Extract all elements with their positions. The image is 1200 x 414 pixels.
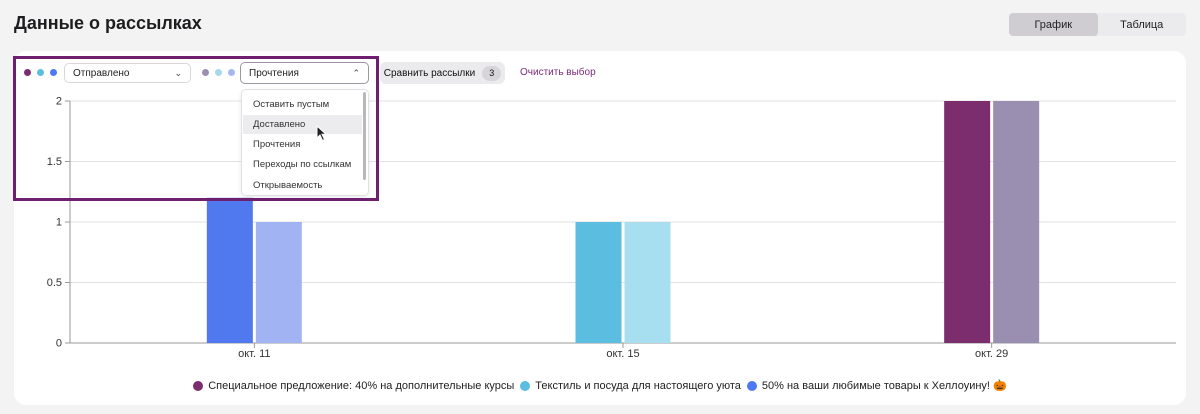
legend-item[interactable]: Текстиль и посуда для настоящего уюта (520, 379, 741, 392)
bar (993, 101, 1040, 343)
dropdown-option[interactable]: Открываемость (253, 180, 323, 191)
tab-table[interactable]: Таблица (1120, 18, 1164, 31)
y-tick-label: 1 (56, 217, 62, 229)
y-tick-label: 1.5 (47, 156, 62, 168)
series-dot (228, 69, 235, 76)
metric1-series-dots (24, 69, 57, 76)
clear-selection-link[interactable]: Очистить выбор (520, 67, 596, 78)
series-dot (24, 69, 31, 76)
compare-count-badge: 3 (482, 65, 502, 81)
bar (575, 222, 622, 343)
metric2-value: Прочтения (249, 67, 299, 79)
metric1-select[interactable]: Отправлено ⌄ (64, 63, 191, 83)
legend-swatch (520, 380, 531, 391)
mouse-cursor-icon (316, 125, 328, 142)
view-toggle: График Таблица (1009, 13, 1186, 36)
legend-label: Текстиль и посуда для настоящего уюта (535, 379, 741, 392)
legend-swatch (193, 380, 204, 391)
legend-item[interactable]: Специальное предложение: 40% на дополнит… (193, 379, 514, 392)
compare-label: Сравнить рассылки (383, 67, 476, 79)
bar (944, 101, 991, 343)
dropdown-option[interactable]: Доставлено (243, 115, 362, 134)
x-tick-label: окт. 29 (975, 348, 1008, 360)
dropdown-option[interactable]: Оставить пустым (253, 99, 330, 110)
metric1-value: Отправлено (73, 67, 130, 79)
x-tick-label: окт. 11 (238, 348, 270, 360)
y-tick-label: 0 (56, 338, 62, 350)
dropdown-option[interactable]: Прочтения (253, 139, 301, 150)
x-tick-label: окт. 15 (606, 348, 639, 360)
legend-swatch (746, 380, 757, 391)
tab-chart[interactable]: График (1009, 13, 1098, 36)
chevron-down-icon: ⌄ (174, 67, 182, 78)
legend-label: Специальное предложение: 40% на дополнит… (208, 379, 515, 392)
dropdown-option[interactable]: Переходы по ссылкам (253, 159, 352, 170)
compare-button[interactable]: Сравнить рассылки 3 (380, 62, 505, 84)
dropdown-scrollbar[interactable] (363, 92, 366, 180)
page-title: Данные о рассылках (14, 13, 202, 33)
y-tick-label: 2 (56, 96, 62, 108)
metric2-dropdown: Оставить пустым Доставлено Прочтения Пер… (241, 89, 369, 196)
bar (255, 222, 302, 343)
y-tick-label: 0.5 (47, 277, 62, 289)
metric2-series-dots (202, 69, 235, 76)
legend-item[interactable]: 50% на ваши любимые товары к Хеллоуину! … (746, 379, 1007, 392)
series-dot (215, 69, 222, 76)
metric2-select[interactable]: Прочтения ⌃ (240, 62, 369, 84)
series-dot (202, 69, 209, 76)
series-dot (37, 69, 44, 76)
legend-label: 50% на ваши любимые товары к Хеллоуину! … (761, 380, 1007, 392)
series-dot (50, 69, 57, 76)
bar (206, 197, 253, 343)
chevron-up-icon: ⌃ (352, 67, 360, 78)
bar (624, 222, 671, 343)
chart-legend: Специальное предложение: 40% на дополнит… (0, 379, 1200, 392)
